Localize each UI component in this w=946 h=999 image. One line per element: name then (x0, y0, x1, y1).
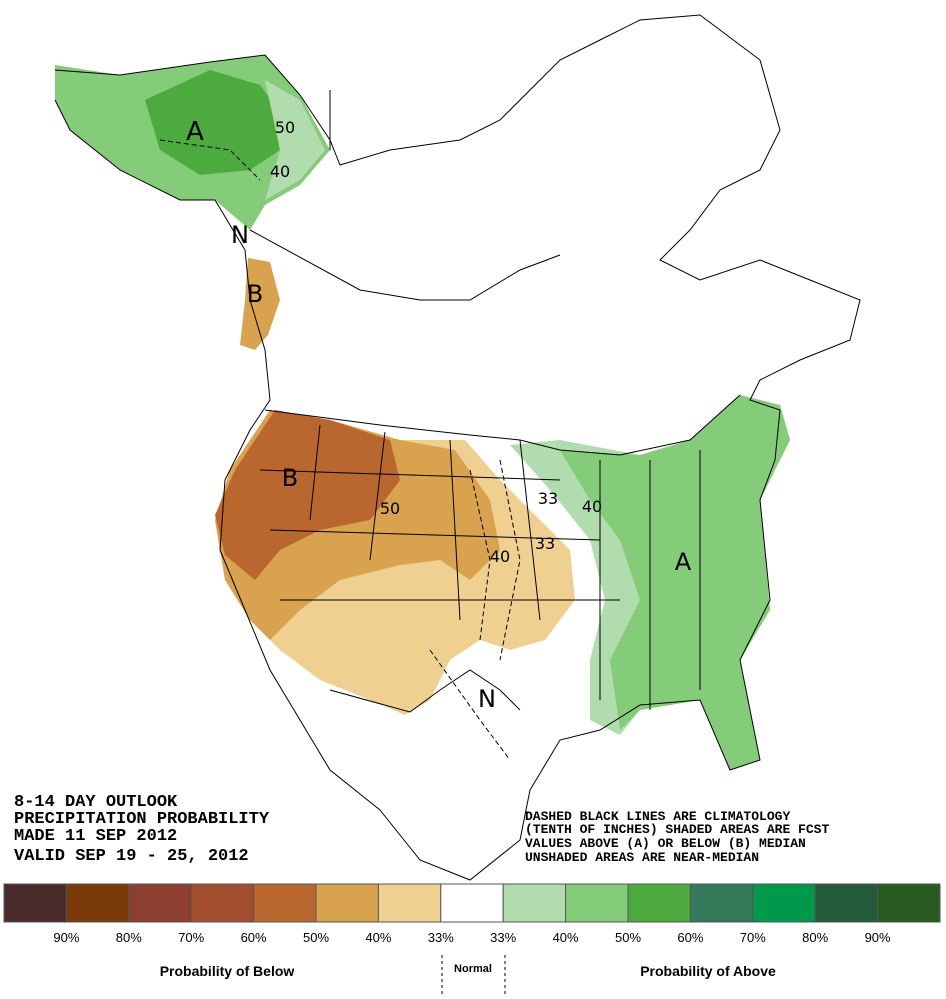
legend-label: 70% (740, 930, 766, 945)
legend-label: 40% (553, 930, 579, 945)
legend-swatch (877, 883, 941, 923)
legend-label: 60% (677, 930, 703, 945)
legend-swatch (128, 883, 192, 923)
area-above-alaska-dark (145, 70, 285, 175)
legend: 90% 80% 70% 60% 50% 40% 33% 33% 40% 50% 60% 70% 80% 9… (3, 883, 941, 945)
border-alaska (249, 90, 561, 301)
legend-label: 80% (802, 930, 828, 945)
legend-label: 90% (865, 930, 891, 945)
legend-label: 33% (428, 930, 454, 945)
caption-line: 8-14 DAY OUTLOOK (14, 793, 178, 812)
legend-swatch (689, 883, 754, 923)
shaded-areas (55, 55, 790, 770)
legend-swatch (377, 883, 442, 923)
legend-label: 80% (116, 930, 142, 945)
legend-swatch (502, 883, 567, 923)
legend-swatch (440, 883, 504, 923)
legend-label: 50% (303, 930, 329, 945)
map-labels: A 50 40 N B B 50 40 33 33 40 A N (186, 117, 692, 713)
note-line: (TENTH OF INCHES) SHADED AREAS ARE FCST (525, 822, 829, 837)
legend-swatch (190, 883, 255, 923)
legend-label: 33% (490, 930, 516, 945)
legend-swatch (315, 883, 379, 923)
area-above-east (560, 395, 790, 770)
legend-label: 40% (365, 930, 391, 945)
map-label: 40 (582, 497, 602, 516)
area-below-west-dark (215, 410, 400, 580)
outlook-caption: 8-14 DAY OUTLOOK PRECIPITATION PROBABILI… (14, 793, 270, 866)
map-label: N (478, 685, 496, 713)
state-lines (259, 424, 701, 710)
caption-line: MADE 11 SEP 2012 (14, 827, 177, 846)
border-us-mexico (329, 669, 521, 713)
map-label: A (675, 548, 692, 576)
map-label: 33 (535, 534, 555, 553)
caption-line: VALID SEP 19 - 25, 2012 (14, 847, 249, 866)
map-label: 40 (490, 547, 510, 566)
legend-swatch (752, 883, 816, 923)
legend-swatch (627, 883, 691, 923)
map-label: 50 (275, 118, 295, 137)
legend-label: 70% (178, 930, 204, 945)
area-below-bc (240, 258, 280, 350)
map-label: A (186, 117, 204, 147)
map-label: B (247, 280, 263, 308)
legend-above-title: Probability of Above (640, 963, 776, 979)
map-label: B (282, 464, 298, 492)
map-label: N (231, 221, 249, 249)
notes: DASHED BLACK LINES ARE CLIMATOLOGY (TENT… (525, 809, 829, 865)
map-label: 33 (538, 489, 558, 508)
area-above-alaska-pale (265, 80, 325, 200)
coastline (54, 14, 861, 881)
note-line: DASHED BLACK LINES ARE CLIMATOLOGY (525, 809, 790, 824)
outlines (54, 14, 861, 881)
legend-label: 90% (53, 930, 79, 945)
map-label: 50 (380, 499, 400, 518)
legend-swatch (3, 883, 67, 923)
climatology-lines (159, 139, 521, 761)
legend-label: 50% (615, 930, 641, 945)
caption-line: PRECIPITATION PROBABILITY (14, 810, 270, 829)
legend-below-title: Probability of Below (160, 963, 295, 979)
border-us-canada (264, 394, 741, 456)
legend-swatch (65, 883, 130, 923)
legend-swatch (253, 883, 317, 923)
legend-swatch (814, 883, 879, 923)
map-label: 40 (270, 162, 290, 181)
note-line: VALUES ABOVE (A) OR BELOW (B) MEDIAN (525, 836, 806, 851)
legend-normal-title: Normal (454, 963, 492, 975)
note-line: UNSHADED AREAS ARE NEAR-MEDIAN (525, 850, 759, 865)
legend-label: 60% (241, 930, 267, 945)
legend-swatch (565, 883, 629, 923)
